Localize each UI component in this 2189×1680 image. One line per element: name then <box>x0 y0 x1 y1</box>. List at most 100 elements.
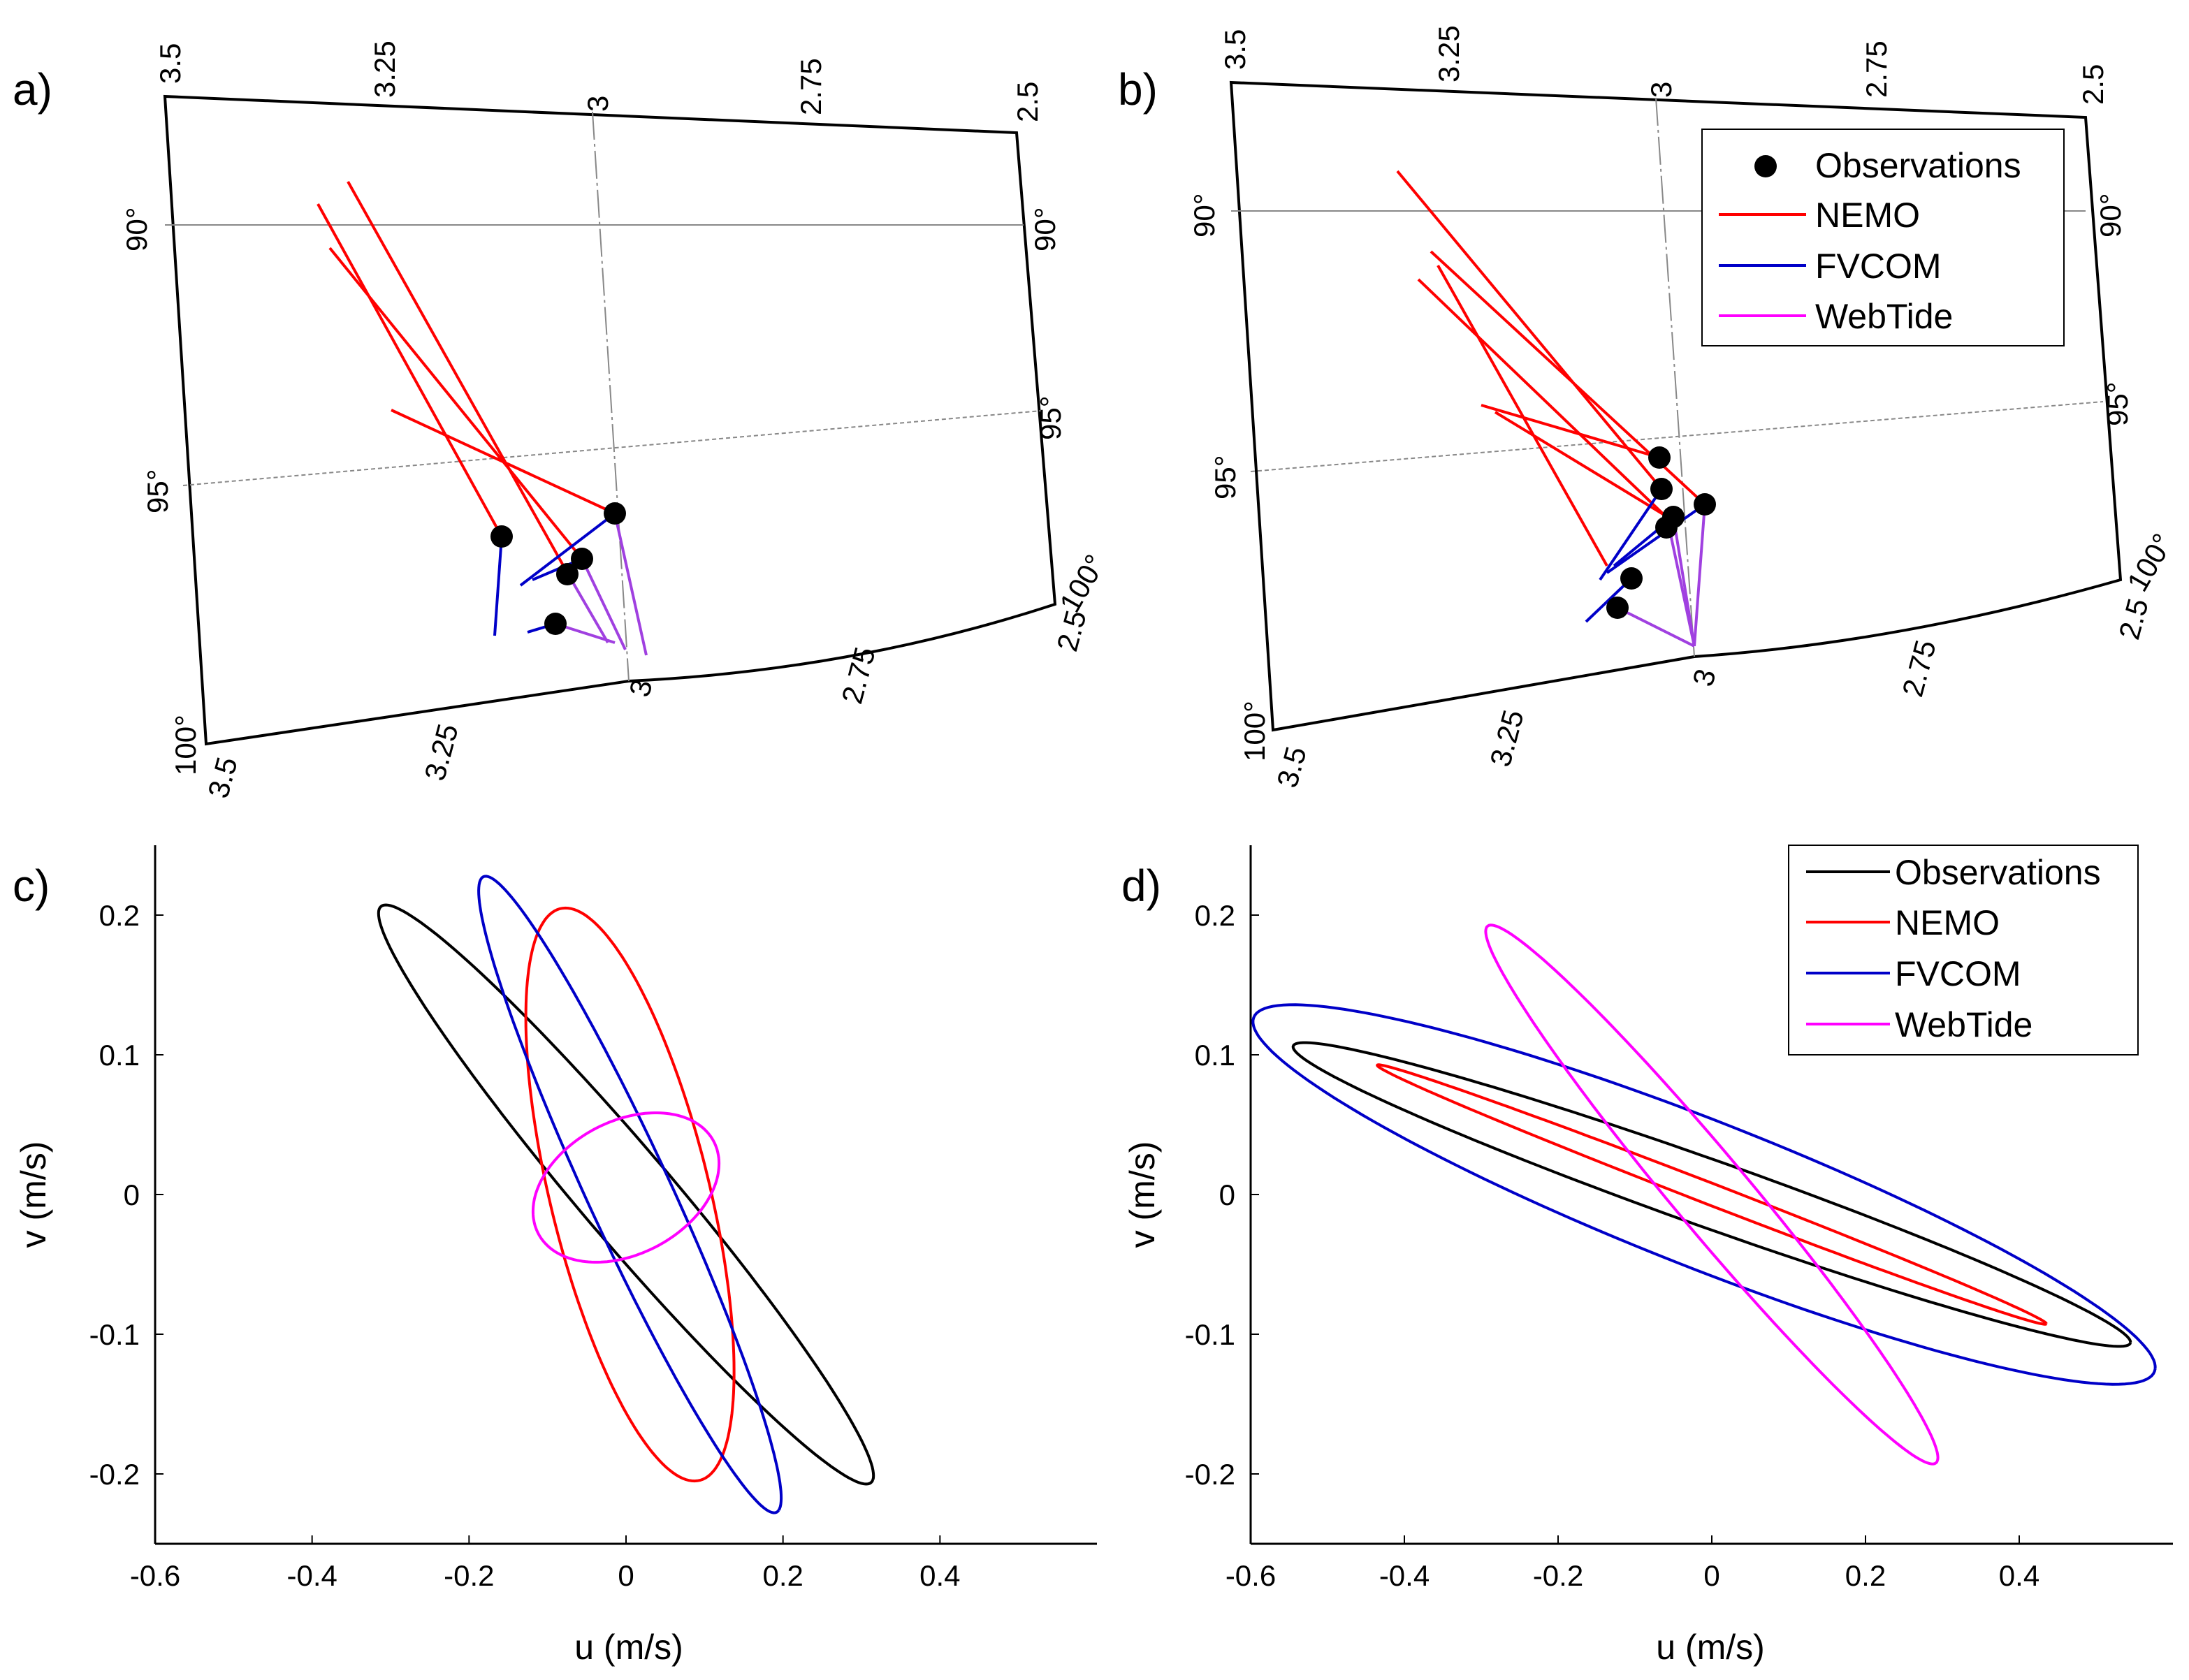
tick-bottom-3.5: 3.5 <box>201 754 244 802</box>
ellipse-webtide <box>1484 923 1940 1466</box>
legend-label-webtide: WebTide <box>1815 297 1953 336</box>
tick-marks <box>154 914 941 1544</box>
legend-top: Observations NEMO FVCOM WebTide <box>1701 129 2065 346</box>
tick-right-95: 95° <box>2101 381 2134 426</box>
observation-marker <box>1655 516 1678 539</box>
gridline-3 <box>1655 97 1695 657</box>
legend-label-webtide: WebTide <box>1895 1005 2032 1044</box>
tick-left-90: 90° <box>120 207 153 251</box>
y-tick-label: -0.1 <box>89 1318 140 1351</box>
x-tick-label: 0.2 <box>1845 1559 1886 1592</box>
webtide-line <box>1668 530 1696 647</box>
fvcom-line <box>1599 488 1663 581</box>
gridline-3 <box>592 111 630 682</box>
observation-marker <box>1606 597 1629 619</box>
tick-right-90: 90° <box>1028 207 1061 251</box>
x-tick-label: 0 <box>618 1559 634 1592</box>
tick-top-3.25: 3.25 <box>368 41 401 98</box>
nemo-line <box>1417 278 1671 522</box>
panel-label-a: a) <box>13 64 52 115</box>
webtide-line <box>1693 504 1706 647</box>
nemo-line <box>391 409 616 515</box>
ellipse-nemo <box>524 906 736 1483</box>
panel-label-d: d) <box>1121 861 1161 911</box>
webtide-line <box>566 571 609 644</box>
tick-bottom-2.5: 2.5 <box>1050 607 1093 655</box>
tick-right-90: 90° <box>2094 193 2127 238</box>
x-tick-label: 0.4 <box>919 1559 960 1592</box>
gridline-95 <box>1250 401 2104 472</box>
legend-label-fvcom: FVCOM <box>1815 247 1942 286</box>
webtide-line <box>1617 606 1695 648</box>
y-tick-label: 0.1 <box>1195 1039 1235 1072</box>
y-tick-label: -0.2 <box>89 1458 140 1491</box>
tick-bottom-2.75: 2.75 <box>1896 636 1942 700</box>
panel-a-polar-chart: 3.5 3.25 3 2.75 2.5 90° 95° 100° 90° 95°… <box>120 41 1112 801</box>
panel-c-ellipse-chart: -0.6 -0.4 -0.2 0 0.2 0.4 -0.2 -0.1 0 0.1 0.2 u (m/… <box>14 845 1097 1667</box>
nemo-line <box>1437 265 1608 567</box>
tick-marks <box>1250 914 2020 1544</box>
tick-bottom-3.25: 3.25 <box>1483 706 1530 770</box>
observation-marker <box>1694 493 1716 516</box>
series-group <box>1251 923 2157 1466</box>
x-axis-label: u (m/s) <box>574 1628 683 1667</box>
observation-marker <box>490 525 513 548</box>
polar-frame <box>163 94 1057 746</box>
legend-bottom: Observations NEMO FVCOM WebTide <box>1788 845 2139 1056</box>
nemo-line <box>328 247 583 560</box>
x-tick-label: 0.4 <box>1999 1559 2039 1592</box>
tick-right-95: 95° <box>1034 395 1067 440</box>
tick-left-100: 100° <box>169 715 202 775</box>
ellipse-webtide <box>531 1111 721 1264</box>
nemo-series-b <box>1396 170 1706 567</box>
tick-bottom-3.5: 3.5 <box>1270 743 1313 791</box>
fvcom-line <box>493 536 503 636</box>
tick-left-95: 95° <box>1209 455 1242 499</box>
legend-label-observations: Observations <box>1895 853 2101 892</box>
x-tick-label: -0.2 <box>444 1559 494 1592</box>
tick-top-3.5: 3.5 <box>154 43 187 84</box>
legend-label-nemo: NEMO <box>1815 196 1920 235</box>
panel-label-b: b) <box>1118 64 1158 115</box>
x-tick-label: 0 <box>1703 1559 1719 1592</box>
tick-top-3.25: 3.25 <box>1432 25 1465 82</box>
nemo-line <box>1396 170 1663 490</box>
x-tick-label: -0.2 <box>1533 1559 1583 1592</box>
nemo-line <box>1494 411 1675 522</box>
webtide-series-b <box>1617 504 1706 648</box>
observation-markers-b <box>1606 446 1716 619</box>
tick-top-3: 3 <box>581 96 614 112</box>
ellipse-fvcom <box>1251 1003 2157 1386</box>
panel-d-ellipse-chart: -0.6 -0.4 -0.2 0 0.2 0.4 -0.2 -0.1 0 0.1 0.2 u (m/… <box>1123 845 2173 1667</box>
fvcom-line <box>519 512 616 587</box>
x-tick-label: -0.4 <box>1379 1559 1430 1592</box>
x-tick-label: -0.6 <box>130 1559 180 1592</box>
nemo-line <box>317 203 503 537</box>
observation-marker <box>1650 478 1673 500</box>
nemo-line <box>347 181 569 574</box>
tick-top-2.75: 2.75 <box>794 58 827 115</box>
webtide-line <box>613 513 648 656</box>
gridline-95 <box>182 410 1042 486</box>
polar-frame <box>1229 80 2123 732</box>
tick-labels: -0.6 -0.4 -0.2 0 0.2 0.4 -0.2 -0.1 0 0.1 0.2 <box>1185 899 2040 1592</box>
tick-top-2.5: 2.5 <box>1011 82 1044 122</box>
x-tick-label: -0.6 <box>1226 1559 1276 1592</box>
observation-marker <box>1620 567 1643 590</box>
x-tick-label: -0.4 <box>286 1559 337 1592</box>
observation-marker <box>1648 446 1671 469</box>
observation-marker <box>604 502 626 525</box>
y-tick-label: -0.1 <box>1185 1318 1235 1351</box>
y-tick-label: -0.2 <box>1185 1458 1235 1491</box>
observation-marker <box>571 548 593 570</box>
x-tick-label: 0.2 <box>762 1559 803 1592</box>
tick-bottom-3.25: 3.25 <box>418 720 465 784</box>
legend-box <box>1788 845 2139 1056</box>
panel-b-polar-chart: 3.5 3.25 3 2.75 2.5 90° 95° 100° 90° 95°… <box>1188 25 2179 791</box>
observation-markers-a <box>490 502 626 635</box>
y-tick-label: 0.2 <box>99 899 140 932</box>
ellipse-nemo <box>1375 1063 2048 1326</box>
tick-bottom-2.5: 2.5 <box>2112 595 2155 643</box>
tick-bottom-3: 3 <box>1686 666 1722 690</box>
